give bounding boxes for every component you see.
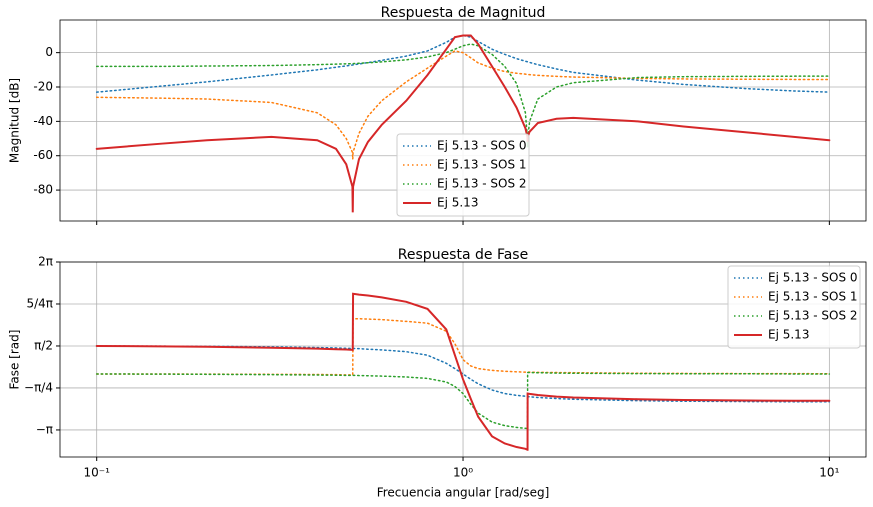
y-tick-label: -60	[33, 148, 53, 162]
legend-label: Ej 5.13	[768, 328, 809, 342]
y-tick-label: 5/4π	[26, 296, 53, 310]
legend-label: Ej 5.13 - SOS 2	[768, 309, 858, 323]
plot-frame	[59, 19, 867, 222]
y-tick-label: π/2	[34, 338, 53, 352]
y-tick-label: -40	[33, 114, 53, 128]
x-axis-label: Frecuencia angular [rad/seg]	[377, 486, 550, 500]
y-axis-label: Fase [rad]	[8, 330, 22, 390]
y-tick-label: −π/4	[24, 380, 53, 394]
legend-label: Ej 5.13 - SOS 0	[437, 139, 527, 153]
series-line	[95, 34, 831, 213]
series-line	[95, 50, 831, 160]
legend-box	[396, 133, 530, 217]
y-tick-label: 2π	[38, 254, 53, 268]
legend-box	[727, 265, 861, 349]
legend: Ej 5.13 - SOS 0 Ej 5.13 - SOS 1 Ej 5.13 - …	[727, 265, 861, 349]
series-line	[95, 345, 831, 403]
x-tick-label: 10¹	[819, 466, 839, 480]
legend-label: Ej 5.13 - SOS 0	[768, 271, 858, 285]
y-tick-label: 0	[45, 45, 53, 59]
y-tick-label: −π	[36, 422, 53, 436]
chart-title: Respuesta de Magnitud	[381, 5, 546, 21]
legend-label: Ej 5.13	[437, 196, 478, 210]
series-line	[95, 292, 831, 451]
series-line	[95, 371, 831, 430]
y-tick-label: -80	[33, 183, 53, 197]
legend-label: Ej 5.13 - SOS 1	[768, 290, 858, 304]
y-axis-label: Magnitud [dB]	[8, 78, 22, 163]
x-tick-label: 10⁻¹	[83, 466, 110, 480]
x-tick-label: 10⁰	[453, 466, 473, 480]
legend: Ej 5.13 - SOS 0 Ej 5.13 - SOS 1 Ej 5.13 - …	[396, 133, 530, 217]
series-line	[95, 34, 831, 93]
legend-label: Ej 5.13 - SOS 1	[437, 158, 527, 172]
legend-label: Ej 5.13 - SOS 2	[437, 177, 527, 191]
y-tick-label: -20	[33, 80, 53, 94]
plot-frame	[59, 261, 867, 458]
chart-title: Respuesta de Fase	[398, 247, 528, 263]
series-line	[95, 43, 831, 148]
